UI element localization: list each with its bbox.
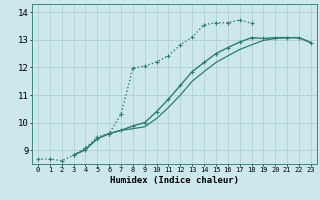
X-axis label: Humidex (Indice chaleur): Humidex (Indice chaleur) <box>110 176 239 185</box>
